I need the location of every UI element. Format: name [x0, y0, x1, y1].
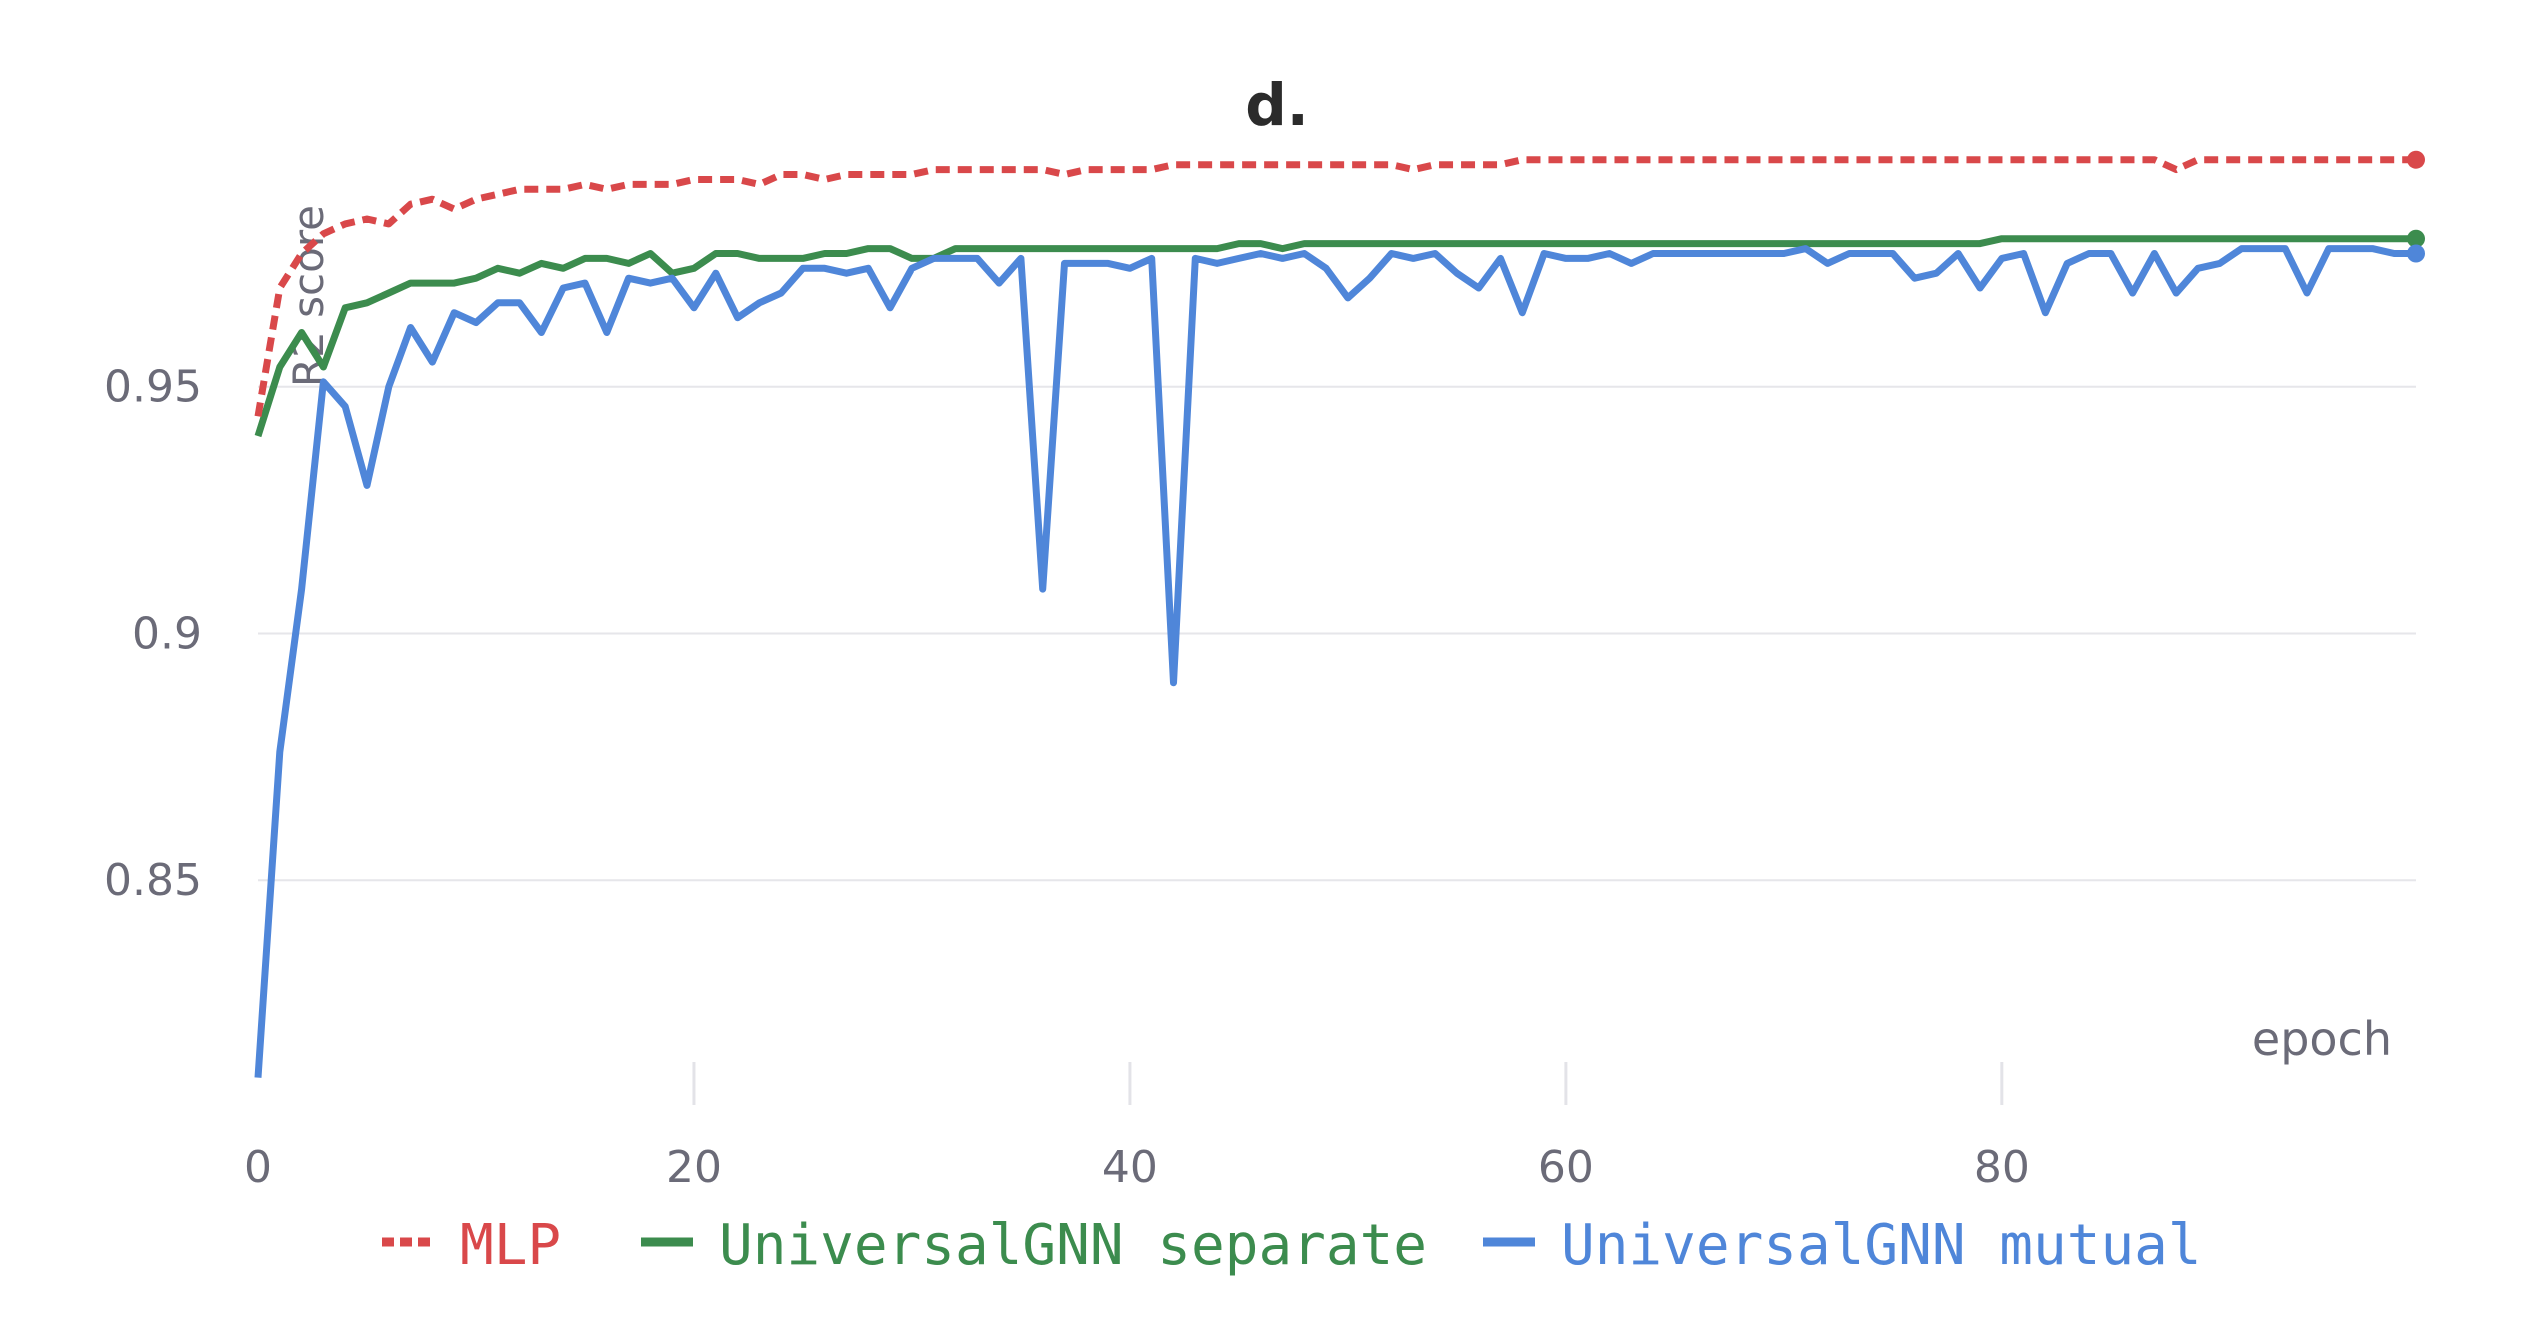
x-tick-label: 0 [244, 1142, 272, 1193]
x-tick-label: 40 [1102, 1142, 1158, 1193]
x-tick-label: 80 [1974, 1142, 2030, 1193]
x-tick-label: 60 [1538, 1142, 1594, 1193]
axis-ticks: 0.85 0.9 0.95 0 20 40 60 80 [104, 362, 2030, 1193]
y-tick-label: 0.95 [104, 362, 202, 413]
legend-label: UniversalGNN mutual [1561, 1213, 2202, 1278]
y-tick-label: 0.9 [132, 608, 202, 659]
legend-item-2[interactable]: UniversalGNN mutual [1483, 1213, 2202, 1278]
legend-item-0[interactable]: MLP [382, 1213, 561, 1278]
series-line-1 [254, 235, 2416, 438]
series-end-marker-0 [2407, 150, 2425, 169]
chart-title: d. [1245, 71, 1309, 139]
series-end-marker-1 [2407, 229, 2425, 248]
series-group [254, 150, 2425, 1078]
series-line-2 [254, 245, 2416, 1078]
x-tick-label: 20 [666, 1142, 722, 1193]
legend-label: MLP [460, 1213, 561, 1278]
grid [258, 385, 2416, 1105]
x-axis-label: epoch [2252, 1012, 2392, 1066]
legend[interactable]: MLP UniversalGNN separate UniversalGNN mut… [382, 1213, 2202, 1278]
y-tick-label: 0.85 [104, 855, 202, 906]
legend-item-1[interactable]: UniversalGNN separate [641, 1213, 1427, 1278]
series-end-marker-2 [2407, 244, 2425, 263]
series-line-0 [254, 156, 2416, 417]
legend-label: UniversalGNN separate [719, 1213, 1427, 1278]
